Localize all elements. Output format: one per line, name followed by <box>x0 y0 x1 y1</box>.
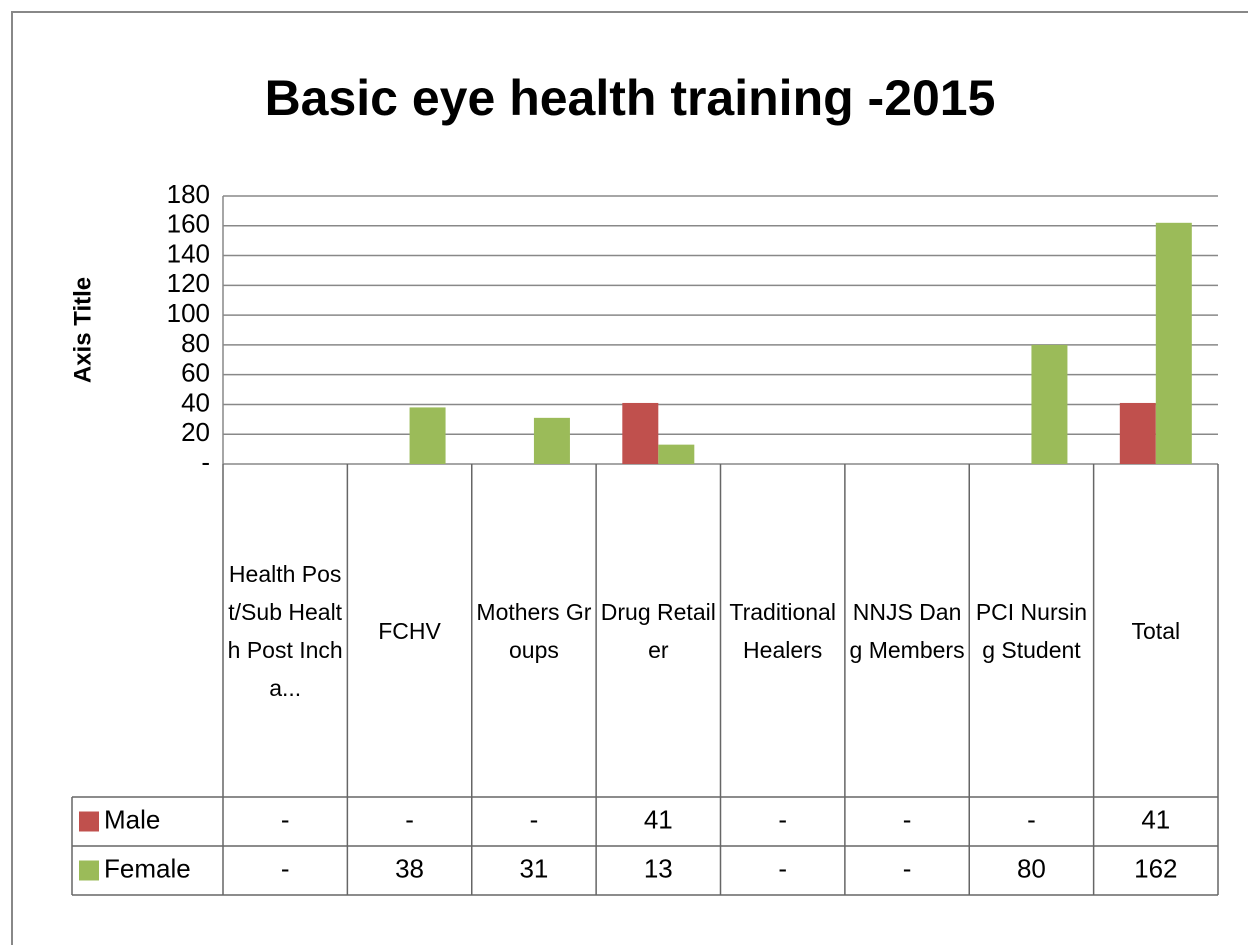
category-cell: Total <box>1131 617 1181 644</box>
y-tick-label: 20 <box>181 417 210 447</box>
y-tick-label: 40 <box>181 387 210 417</box>
data-label: - <box>778 804 787 834</box>
data-label: - <box>778 853 787 883</box>
bar <box>1031 344 1068 464</box>
data-label: 41 <box>644 804 673 834</box>
x-tick-label: Total <box>1131 617 1181 644</box>
data-label: - <box>903 853 912 883</box>
data-label: - <box>281 804 290 834</box>
category-cell: Mothers Groups <box>476 598 592 663</box>
y-tick-label: 60 <box>181 358 210 388</box>
legend-label: Male <box>104 804 160 834</box>
bar <box>658 444 695 464</box>
legend-label: Female <box>104 853 191 883</box>
category-cell: PCI Nursing Student <box>975 598 1088 663</box>
y-tick-label: 80 <box>181 328 210 358</box>
y-axis-title: Axis Title <box>69 277 96 383</box>
bar <box>622 402 659 464</box>
y-tick-label: 140 <box>167 238 210 268</box>
data-label: - <box>1027 804 1036 834</box>
bar <box>1155 222 1192 464</box>
legend-swatch <box>79 811 99 832</box>
chart-title: Basic eye health training -2015 <box>265 70 996 126</box>
x-tick-label: Health Post/Sub Health Post Incha... <box>227 560 343 701</box>
legend-swatch <box>79 860 99 881</box>
x-tick-label: Drug Retailer <box>600 598 716 663</box>
category-cell: Health Post/Sub Health Post Incha... <box>227 560 343 701</box>
data-label: 80 <box>1017 853 1046 883</box>
category-cell: NNJS Dang Members <box>849 598 965 663</box>
x-tick-label: Traditional Healers <box>729 598 836 663</box>
bar <box>533 417 570 464</box>
bar <box>409 407 446 464</box>
data-label: - <box>903 804 912 834</box>
data-label: - <box>405 804 414 834</box>
data-label: 38 <box>395 853 424 883</box>
data-label: - <box>530 804 539 834</box>
category-cell: FCHV <box>378 617 441 644</box>
y-tick-label: 120 <box>167 268 210 298</box>
y-tick-label: 160 <box>167 209 210 239</box>
data-label: - <box>281 853 290 883</box>
x-tick-label: PCI Nursing Student <box>975 598 1088 663</box>
category-cell: Drug Retailer <box>600 598 716 663</box>
data-label: 13 <box>644 853 673 883</box>
data-label: 41 <box>1141 804 1170 834</box>
chart-frame <box>11 11 1248 945</box>
y-tick-label: 100 <box>167 298 210 328</box>
x-tick-label: Mothers Groups <box>476 598 592 663</box>
y-tick-label: 180 <box>167 179 210 209</box>
x-tick-label: NNJS Dang Members <box>849 598 965 663</box>
y-tick-label: - <box>201 447 210 477</box>
category-cell: Traditional Healers <box>729 598 836 663</box>
data-label: 162 <box>1134 853 1177 883</box>
bar <box>1119 402 1156 464</box>
x-tick-label: FCHV <box>378 617 441 644</box>
data-label: 31 <box>519 853 548 883</box>
